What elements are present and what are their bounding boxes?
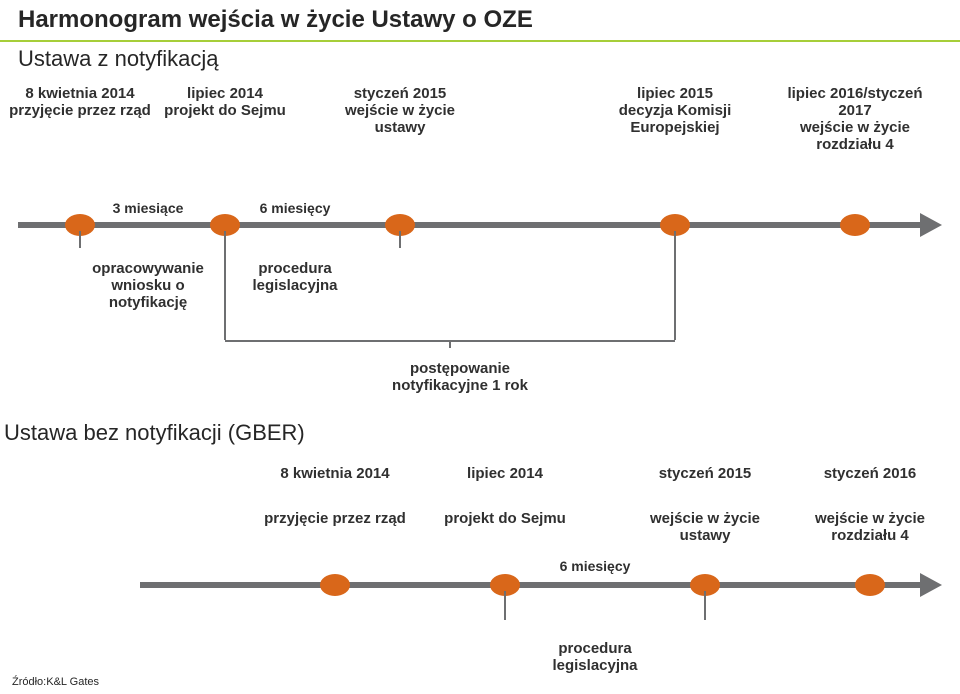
timeline-tick bbox=[504, 591, 506, 620]
timeline-node bbox=[320, 574, 350, 596]
timeline-below-label: postępowanie notyfikacyjne 1 rok bbox=[360, 360, 560, 394]
subtitle-1: Ustawa z notyfikacją bbox=[18, 46, 219, 72]
timeline-below-label: opracowywanie wniosku o notyfikację bbox=[73, 260, 223, 311]
timeline-top-label: lipiec 2014projekt do Sejmu bbox=[145, 85, 305, 119]
timeline-range-label: 3 miesiące bbox=[113, 200, 184, 216]
timeline-desc: wejście w życie ustawy bbox=[630, 510, 780, 544]
timeline-desc: wejście w życie rozdziału 4 bbox=[795, 510, 945, 544]
timeline-top-label: lipiec 2016/styczeń 2017wejście w życie … bbox=[775, 85, 935, 153]
timeline-desc: przyjęcie przez rząd bbox=[260, 510, 410, 527]
timeline-top-label: 8 kwietnia 2014przyjęcie przez rząd bbox=[0, 85, 160, 119]
timeline-below-label: procedura legislacyjna bbox=[520, 640, 670, 674]
timeline-top-label: lipiec 2015decyzja Komisji Europejskiej bbox=[595, 85, 755, 136]
timeline-date: 8 kwietnia 2014 bbox=[250, 465, 420, 482]
source-text: Źródło:K&L Gates bbox=[12, 676, 99, 688]
timeline-tick bbox=[79, 231, 81, 248]
timeline-date: styczeń 2016 bbox=[785, 465, 955, 482]
brace-leg bbox=[674, 231, 676, 340]
timeline-date: lipiec 2014 bbox=[420, 465, 590, 482]
timeline-axis bbox=[140, 582, 920, 588]
timeline-tick bbox=[399, 231, 401, 248]
timeline-node bbox=[840, 214, 870, 236]
timeline-date: styczeń 2015 bbox=[620, 465, 790, 482]
timeline-below-label: procedura legislacyjna bbox=[230, 260, 360, 294]
timeline-range-label: 6 miesięcy bbox=[260, 200, 331, 216]
timeline-top-label: styczeń 2015wejście w życie ustawy bbox=[320, 85, 480, 136]
timeline-tick bbox=[704, 591, 706, 620]
title-underline bbox=[0, 40, 960, 42]
timeline-arrow bbox=[920, 213, 942, 237]
brace-mid bbox=[449, 340, 451, 348]
timeline-node bbox=[855, 574, 885, 596]
brace-leg bbox=[224, 231, 226, 340]
subtitle-2: Ustawa bez notyfikacji (GBER) bbox=[4, 420, 305, 446]
timeline-range-label: 6 miesięcy bbox=[560, 558, 631, 574]
timeline-desc: projekt do Sejmu bbox=[430, 510, 580, 527]
timeline-axis bbox=[18, 222, 920, 228]
timeline-arrow bbox=[920, 573, 942, 597]
page-title: Harmonogram wejścia w życie Ustawy o OZE bbox=[18, 6, 533, 34]
